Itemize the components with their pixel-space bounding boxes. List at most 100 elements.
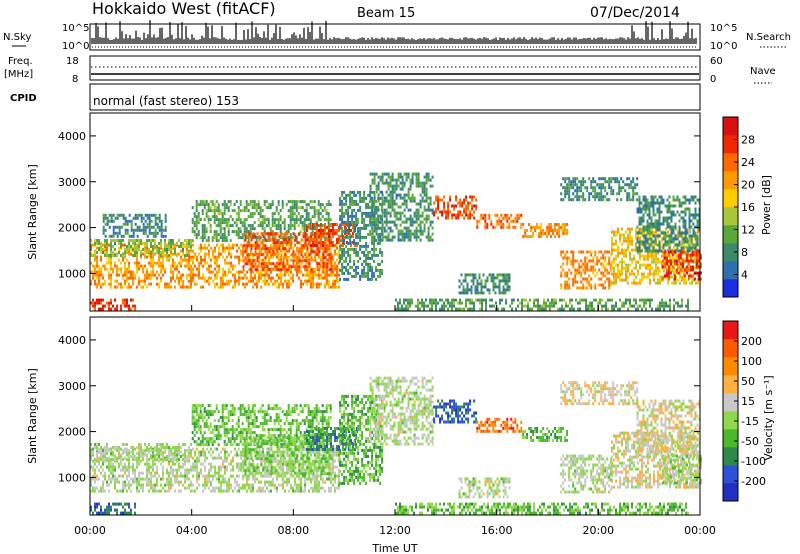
data-cell [401, 232, 404, 236]
data-cell [610, 283, 613, 287]
data-cell [481, 301, 483, 305]
data-cell [357, 226, 360, 230]
data-cell [320, 276, 322, 280]
data-cell [284, 249, 286, 253]
data-cell [650, 240, 653, 244]
data-cell [235, 212, 238, 216]
data-cell [608, 286, 611, 290]
data-cell [586, 262, 589, 266]
data-cell [646, 207, 649, 211]
data-cell [445, 304, 447, 308]
data-cell [686, 237, 689, 241]
data-cell [417, 298, 419, 302]
data-cell [355, 217, 358, 221]
data-cell [213, 209, 216, 213]
data-cell [245, 230, 248, 234]
data-cell [256, 282, 258, 286]
data-cell [602, 256, 605, 260]
data-cell [413, 211, 416, 215]
data-cell [332, 267, 334, 271]
data-cell [180, 276, 182, 280]
data-cell [275, 227, 278, 231]
data-cell [326, 273, 328, 277]
data-cell [672, 204, 675, 208]
data-cell [292, 276, 294, 280]
data-cell [263, 200, 266, 204]
data-cell [338, 273, 340, 277]
data-cell [417, 307, 419, 311]
data-cell [217, 218, 220, 222]
data-cell [611, 251, 613, 255]
data-cell [532, 235, 535, 238]
data-cell [369, 196, 372, 200]
data-cell [292, 279, 294, 283]
data-cell [136, 248, 138, 251]
data-cell [562, 262, 565, 266]
data-cell [602, 253, 605, 257]
data-cell [341, 262, 344, 266]
data-cell [98, 239, 100, 242]
data-cell [371, 178, 374, 182]
data-cell [425, 187, 428, 191]
data-cell [327, 224, 330, 228]
data-cell [485, 301, 487, 305]
data-cell [393, 220, 396, 224]
data-cell [662, 237, 665, 241]
data-cell [267, 224, 270, 228]
data-cell [326, 238, 329, 242]
data-cell [285, 239, 288, 243]
data-cell [357, 232, 360, 236]
data-cell [642, 234, 645, 238]
data-cell [465, 213, 468, 217]
data-cell [96, 258, 98, 262]
data-cell [182, 245, 184, 248]
data-cell [389, 196, 392, 200]
data-cell [154, 231, 157, 235]
data-cell [399, 211, 402, 215]
data-cell [437, 216, 440, 220]
data-cell [409, 217, 412, 221]
data-cell [371, 232, 374, 236]
data-cell [162, 251, 164, 254]
data-cell [692, 243, 695, 247]
data-cell [248, 235, 251, 239]
data-cell [425, 175, 428, 179]
data-cell [645, 301, 647, 305]
data-cell [576, 271, 579, 275]
data-cell [324, 247, 327, 251]
data-cell [472, 273, 475, 277]
data-cell [548, 229, 551, 232]
data-cell [308, 226, 310, 229]
data-cell [549, 301, 551, 305]
data-cell [349, 220, 352, 224]
data-cell [248, 268, 251, 272]
data-cell [288, 241, 291, 245]
data-cell [407, 304, 409, 308]
data-cell [621, 304, 623, 308]
data-cell [96, 285, 98, 289]
data-cell [349, 193, 352, 197]
data-cell [228, 270, 230, 274]
data-cell [108, 282, 110, 286]
data-cell [379, 241, 382, 245]
data-cell [251, 206, 254, 210]
data-cell [221, 236, 224, 240]
data-cell [180, 249, 182, 253]
data-cell [545, 307, 547, 311]
data-cell [635, 301, 637, 305]
data-cell [186, 264, 188, 268]
data-cell [613, 278, 615, 282]
data-cell [466, 273, 469, 277]
data-cell [449, 304, 451, 308]
data-cell [472, 276, 475, 280]
data-cell [405, 199, 408, 203]
data-cell [318, 268, 321, 272]
data-cell [207, 215, 210, 219]
data-cell [154, 273, 156, 277]
data-cell [419, 232, 422, 236]
data-cell [251, 224, 254, 228]
data-cell [304, 246, 306, 250]
data-cell [659, 275, 661, 279]
data-cell [221, 212, 224, 216]
